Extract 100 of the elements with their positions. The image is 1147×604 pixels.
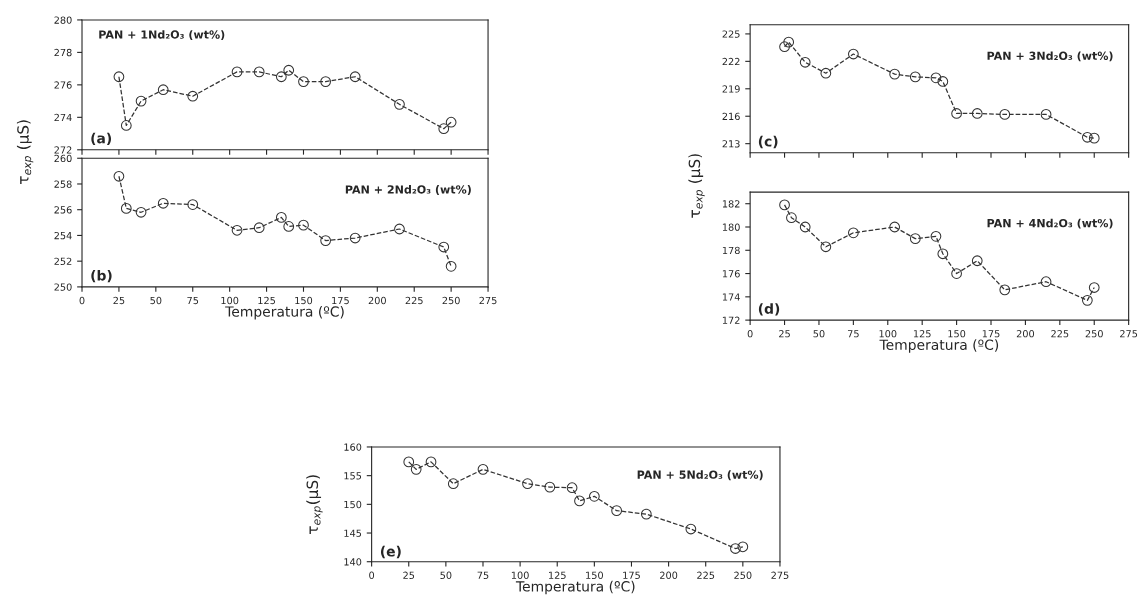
y-tick-label: 280 bbox=[54, 16, 72, 24]
x-axis-title: Temperatura (ºC) bbox=[225, 306, 344, 320]
x-tick-label: 250 bbox=[1085, 330, 1103, 338]
x-tick-label: 225 bbox=[1051, 330, 1069, 338]
x-tick-label: 0 bbox=[747, 330, 753, 338]
point bbox=[231, 66, 243, 78]
x-tick-label: 25 bbox=[779, 330, 790, 338]
point bbox=[971, 255, 983, 267]
point bbox=[1088, 282, 1100, 293]
point bbox=[909, 71, 921, 83]
y-tick-label: 180 bbox=[722, 223, 740, 231]
y-tick-label: 216 bbox=[722, 112, 740, 121]
point bbox=[1040, 276, 1052, 288]
y-tick-label: 155 bbox=[344, 472, 362, 480]
x-tick-label: 50 bbox=[440, 571, 452, 579]
y-tick-label: 219 bbox=[722, 85, 740, 93]
point bbox=[135, 206, 147, 218]
x-tick-label: 50 bbox=[813, 330, 825, 338]
point bbox=[889, 68, 901, 80]
point bbox=[951, 268, 962, 279]
y-tick-label: 254 bbox=[54, 231, 72, 240]
point bbox=[937, 248, 949, 260]
x-tick-label: 100 bbox=[511, 571, 529, 579]
point bbox=[320, 76, 332, 87]
annotation: PAN + 5Nd₂O₃ (wt%) bbox=[637, 470, 763, 481]
y-tick-label: 222 bbox=[722, 57, 740, 66]
annotation: PAN + 1Nd₂O₃ (wt%) bbox=[99, 30, 225, 41]
point bbox=[425, 456, 437, 468]
point bbox=[783, 36, 795, 48]
point bbox=[187, 199, 199, 210]
x-tick-label: 75 bbox=[477, 571, 489, 579]
point bbox=[574, 495, 585, 507]
point bbox=[971, 108, 983, 119]
point bbox=[275, 212, 287, 223]
point bbox=[1088, 132, 1100, 144]
point bbox=[113, 71, 125, 83]
y-axis-title: τ$_{exp}$(μS) bbox=[306, 475, 323, 534]
y-tick-label: 225 bbox=[722, 30, 740, 38]
point bbox=[640, 508, 652, 520]
x-tick-label: 225 bbox=[697, 571, 715, 579]
x-tick-label: 0 bbox=[369, 571, 375, 579]
point bbox=[349, 71, 361, 83]
x-tick-label: 250 bbox=[734, 571, 752, 579]
point bbox=[1040, 109, 1052, 120]
point bbox=[1081, 294, 1093, 306]
x-tick-label: 200 bbox=[660, 571, 678, 579]
point bbox=[157, 197, 169, 209]
point bbox=[799, 56, 811, 68]
y-tick-label: 174 bbox=[722, 293, 740, 301]
point bbox=[779, 41, 790, 53]
y-tick-label: 172 bbox=[722, 316, 740, 324]
y-tick-label: 140 bbox=[344, 558, 362, 566]
point bbox=[820, 241, 832, 253]
x-tick-label: 200 bbox=[1016, 330, 1035, 338]
y-tick-label: 256 bbox=[54, 206, 72, 214]
point bbox=[275, 71, 287, 83]
x-tick-label: 0 bbox=[79, 296, 85, 305]
y-tick-label: 274 bbox=[54, 113, 72, 122]
x-tick-label: 150 bbox=[948, 330, 966, 338]
y-tick-label: 176 bbox=[722, 270, 740, 278]
point bbox=[120, 120, 132, 131]
annotation: (c) bbox=[758, 135, 778, 149]
y-tick-label: 178 bbox=[722, 246, 740, 255]
point bbox=[113, 170, 125, 182]
point bbox=[799, 221, 811, 233]
y-tick-label: 145 bbox=[344, 529, 362, 537]
point bbox=[544, 481, 556, 493]
annotation: (b) bbox=[91, 269, 112, 283]
y-axis-title: τ$_{exp}$ (μS) bbox=[688, 154, 705, 218]
y-tick-label: 276 bbox=[54, 81, 72, 89]
point bbox=[253, 222, 265, 234]
x-tick-label: 275 bbox=[1120, 330, 1138, 338]
y-tick-label: 272 bbox=[54, 146, 72, 154]
y-tick-label: 150 bbox=[344, 500, 362, 509]
annotation: (d) bbox=[758, 303, 780, 316]
annotation: PAN + 4Nd₂O₃ (wt%) bbox=[987, 218, 1113, 229]
x-axis-title: Temperatura (ºC) bbox=[879, 339, 999, 353]
x-tick-label: 75 bbox=[847, 330, 859, 338]
point bbox=[157, 84, 169, 96]
point bbox=[999, 109, 1011, 120]
x-tick-label: 50 bbox=[150, 296, 162, 305]
x-tick-label: 200 bbox=[368, 296, 386, 305]
annotation: PAN + 3Nd₂O₃ (wt%) bbox=[987, 51, 1113, 62]
point bbox=[566, 482, 578, 494]
point bbox=[588, 490, 600, 502]
point bbox=[930, 230, 942, 242]
x-tick-label: 275 bbox=[771, 571, 789, 579]
point bbox=[253, 66, 265, 78]
y-tick-label: 160 bbox=[344, 443, 362, 451]
x-tick-label: 125 bbox=[913, 330, 931, 338]
point bbox=[349, 232, 361, 244]
point bbox=[231, 224, 243, 236]
x-tick-label: 100 bbox=[221, 296, 239, 305]
point bbox=[445, 260, 457, 272]
point bbox=[438, 241, 450, 253]
point bbox=[737, 541, 749, 553]
point bbox=[999, 284, 1011, 296]
y-tick-label: 182 bbox=[722, 200, 740, 208]
x-tick-label: 150 bbox=[295, 296, 313, 305]
point bbox=[930, 72, 942, 84]
